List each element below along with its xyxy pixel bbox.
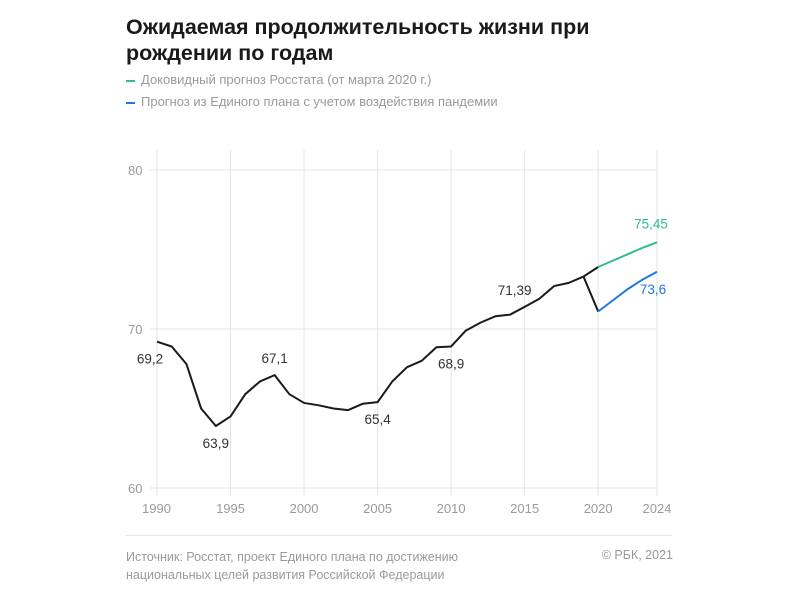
legend-swatch-blue xyxy=(126,101,135,104)
connector-to-precovid xyxy=(582,266,599,278)
series-line-actual xyxy=(156,275,584,427)
x-tick-label: 1990 xyxy=(142,501,171,516)
series-line-precovid xyxy=(597,241,658,268)
footer-divider xyxy=(126,535,672,536)
legend-item-precovid: Доковидный прогноз Росстата (от марта 20… xyxy=(126,72,431,87)
data-label: 67,1 xyxy=(262,351,288,366)
source-line: Источник: Росстат, проект Единого плана … xyxy=(126,550,459,564)
y-tick-label: 70 xyxy=(128,322,142,337)
data-label: 75,45 xyxy=(634,216,668,231)
connector-to-pandemic xyxy=(582,276,600,312)
x-tick-label: 2000 xyxy=(290,501,319,516)
legend-item-pandemic: Прогноз из Единого плана с учетом воздей… xyxy=(126,94,498,109)
data-label: 68,9 xyxy=(438,356,464,371)
source-note: Источник: Росстат, проект Единого плана … xyxy=(126,548,526,584)
y-tick-label: 60 xyxy=(128,481,142,496)
x-tick-label: 2005 xyxy=(363,501,392,516)
x-tick-label: 2024 xyxy=(643,501,672,516)
chart-title: Ожидаемая продолжительность жизни при ро… xyxy=(126,15,590,65)
legend-swatch-green xyxy=(126,79,135,82)
data-label: 65,4 xyxy=(364,412,391,427)
series-line-pandemic xyxy=(597,270,658,313)
x-tick-label: 1995 xyxy=(216,501,245,516)
legend-label: Доковидный прогноз Росстата (от марта 20… xyxy=(141,72,432,87)
y-tick-label: 80 xyxy=(128,163,142,178)
source-line: национальных целей развития Российской Ф… xyxy=(126,568,445,582)
x-tick-label: 2015 xyxy=(510,501,539,516)
data-label: 73,6 xyxy=(640,282,666,297)
legend-label: Прогноз из Единого плана с учетом воздей… xyxy=(141,94,498,109)
copyright: © РБК, 2021 xyxy=(601,548,673,562)
data-label: 69,2 xyxy=(137,352,163,367)
data-label: 63,9 xyxy=(203,436,229,451)
data-label: 71,39 xyxy=(498,283,532,298)
x-tick-label: 2010 xyxy=(437,501,466,516)
x-tick-label: 2020 xyxy=(584,501,613,516)
